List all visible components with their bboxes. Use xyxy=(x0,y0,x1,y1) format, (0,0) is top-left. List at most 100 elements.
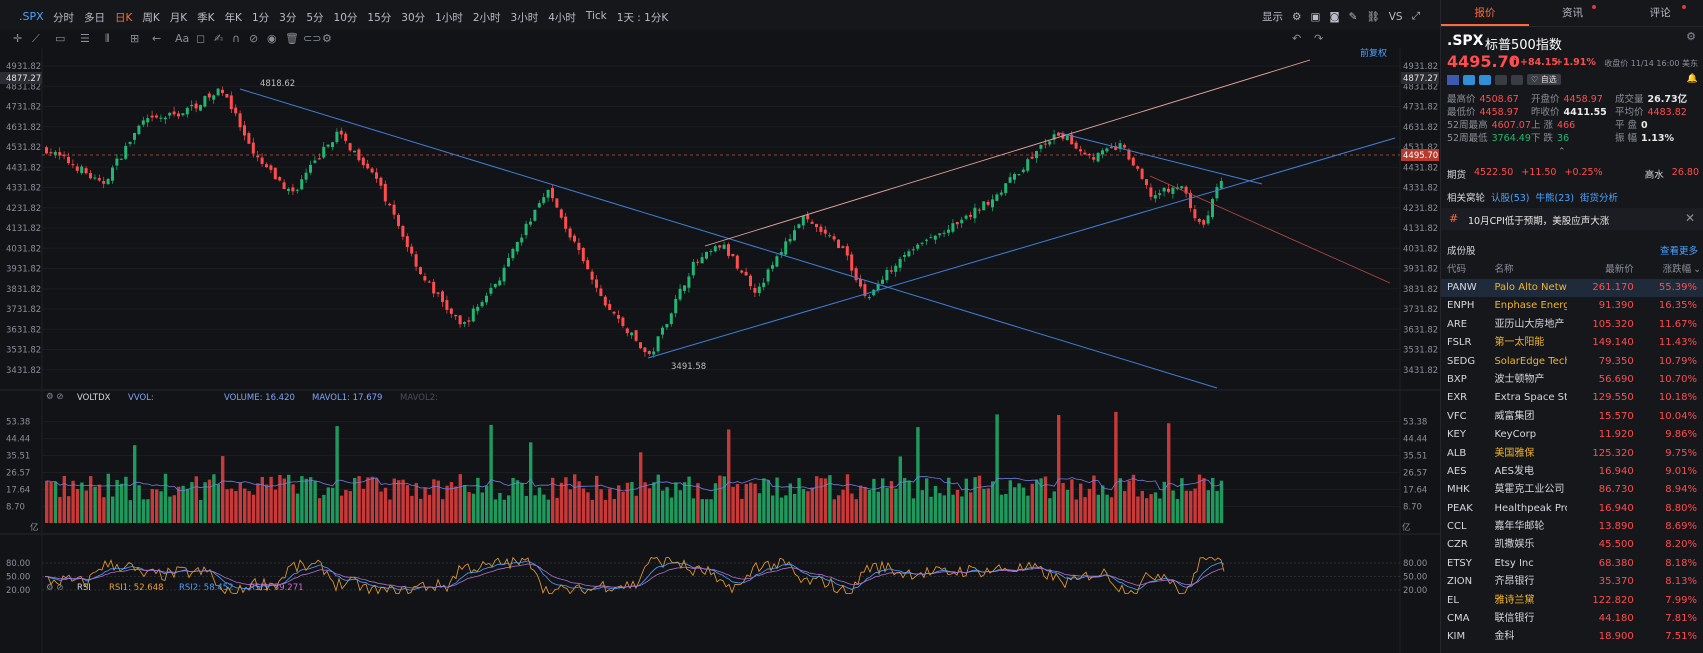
visibility-icon[interactable]: ⊂⊃ xyxy=(303,32,322,45)
display-menu[interactable]: 显示 xyxy=(1262,11,1284,23)
compare-button[interactable]: VS xyxy=(1388,10,1403,23)
period-8[interactable]: 3分 xyxy=(279,12,297,24)
table-row[interactable]: KIM 金科 18.900 7.51% xyxy=(1441,628,1703,646)
table-row[interactable]: EL 雅诗兰黛 122.820 7.99% xyxy=(1441,592,1703,610)
trendline-red[interactable] xyxy=(1149,175,1391,284)
rsi-settings-icon[interactable]: ⚙ ⊘ xyxy=(46,583,63,593)
period-16[interactable]: 4小时 xyxy=(548,12,576,24)
arrow-tool-icon[interactable]: ← xyxy=(152,32,162,45)
lock-icon[interactable]: ⊘ xyxy=(249,32,259,45)
period-2[interactable]: 日K xyxy=(115,12,133,24)
tab-news[interactable]: 资讯 xyxy=(1529,0,1617,26)
period-18[interactable]: 1天 : 1分K xyxy=(616,12,669,24)
period-7[interactable]: 1分 xyxy=(251,12,270,24)
eye-icon[interactable]: ◉ xyxy=(267,32,277,45)
measure-tool-icon[interactable]: ⊞ xyxy=(130,32,140,45)
period-6[interactable]: 年K xyxy=(224,12,242,24)
period-3[interactable]: 周K xyxy=(142,12,160,24)
watchlist-button[interactable]: ♡ 自选 xyxy=(1527,74,1561,85)
layout-icon[interactable]: ▣ xyxy=(1310,10,1321,23)
period-0[interactable]: 分时 xyxy=(53,12,74,24)
doc-badge-icon[interactable] xyxy=(1495,74,1507,85)
header-code[interactable]: 代码 xyxy=(1447,264,1467,275)
table-row[interactable]: VFC 威富集团 15.570 10.04% xyxy=(1441,408,1703,426)
brush-tool-icon[interactable]: ✍ xyxy=(214,32,224,45)
trash-icon[interactable]: 🗑 xyxy=(285,32,299,45)
volume-settings-icon[interactable]: ⚙ ⊘ xyxy=(46,392,63,402)
pen-icon[interactable]: ✎ xyxy=(1348,10,1358,23)
close-icon[interactable]: ✕ xyxy=(1684,211,1695,225)
period-17[interactable]: Tick xyxy=(585,10,607,22)
period-9[interactable]: 5分 xyxy=(306,12,324,24)
table-row[interactable]: CCL 嘉年华邮轮 13.890 8.69% xyxy=(1441,518,1703,536)
table-row[interactable]: BXP 波士顿物产 56.690 10.70% xyxy=(1441,371,1703,389)
panel-settings-icon[interactable]: ⚙ xyxy=(1686,30,1696,43)
magnet-icon[interactable]: ∩ xyxy=(232,32,241,45)
table-row[interactable]: ARE 亚历山大房地产 105.320 11.67% xyxy=(1441,316,1703,334)
volume-indicator-name[interactable]: VOLTDX xyxy=(77,393,111,403)
tool-settings-icon[interactable]: ⚙ xyxy=(322,32,332,45)
redo-icon[interactable]: ↷ xyxy=(1314,32,1324,45)
line-tool-icon[interactable]: ⟋ xyxy=(32,32,40,45)
tab-comments[interactable]: 评论 xyxy=(1616,0,1703,26)
period-15[interactable]: 3小时 xyxy=(510,12,539,24)
fullscreen-icon[interactable]: ⤢ xyxy=(1411,10,1420,22)
header-price[interactable]: 最新价 xyxy=(1605,264,1634,275)
price-adjust-toggle[interactable]: 前复权 xyxy=(1360,48,1387,59)
period-12[interactable]: 30分 xyxy=(401,12,426,24)
period-11[interactable]: 15分 xyxy=(367,12,392,24)
table-row[interactable]: SEDG SolarEdge Tech 79.350 10.79% xyxy=(1441,353,1703,371)
table-row[interactable]: AES AES发电 16.940 9.01% xyxy=(1441,463,1703,481)
undo-icon[interactable]: ↶ xyxy=(1292,32,1302,45)
table-row[interactable]: CZR 凯撒娱乐 45.500 8.20% xyxy=(1441,536,1703,554)
header-change[interactable]: 涨跌幅 xyxy=(1662,264,1692,275)
options-link[interactable]: 街货分析 xyxy=(1580,193,1619,204)
chat-badge-icon[interactable] xyxy=(1479,74,1491,85)
table-row[interactable]: PEAK Healthpeak Pro 16.940 8.80% xyxy=(1441,500,1703,518)
table-row[interactable]: ETSY Etsy Inc 68.380 8.18% xyxy=(1441,555,1703,573)
table-row[interactable]: KEY KeyCorp 11.920 9.86% xyxy=(1441,426,1703,444)
share-badge-icon[interactable] xyxy=(1511,74,1523,85)
table-row[interactable]: EXR Extra Space Sto 129.550 10.18% xyxy=(1441,389,1703,407)
period-5[interactable]: 季K xyxy=(197,12,215,24)
symbol-label[interactable]: .SPX xyxy=(19,10,44,23)
futures-row[interactable]: 期货 4522.50 +11.50 +0.25% 高水 26.80 xyxy=(1447,167,1699,181)
period-10[interactable]: 10分 xyxy=(333,12,358,24)
sort-chevron-icon[interactable]: ⌄ xyxy=(1693,264,1702,275)
table-row[interactable]: ALB 美国雅保 125.320 9.75% xyxy=(1441,445,1703,463)
link-icon[interactable]: ⛓ xyxy=(1366,11,1380,23)
period-4[interactable]: 月K xyxy=(169,12,188,24)
table-row[interactable]: PANW Palo Alto Netw 261.170 55.39% xyxy=(1441,279,1703,298)
table-row[interactable]: ENPH Enphase Energ 91.390 16.35% xyxy=(1441,297,1703,315)
settings-icon[interactable]: ⚙ xyxy=(1292,10,1302,23)
note-tool-icon[interactable]: ◻ xyxy=(196,32,206,45)
app-badge-icon[interactable] xyxy=(1463,74,1475,85)
channel-upper-line[interactable] xyxy=(704,59,1311,247)
period-14[interactable]: 2小时 xyxy=(472,12,501,24)
price-chart[interactable]: 前复权 4931.824831.824731.824631.824531.824… xyxy=(0,48,1440,653)
period-1[interactable]: 多日 xyxy=(84,12,105,24)
period-13[interactable]: 1小时 xyxy=(435,12,463,24)
table-row[interactable]: CMA 联信银行 44.180 7.81% xyxy=(1441,610,1703,628)
crosshair-icon[interactable]: ✛ xyxy=(13,32,23,45)
header-name[interactable]: 名称 xyxy=(1494,264,1514,275)
warrants-link[interactable]: 认股(53) xyxy=(1491,193,1530,204)
table-row[interactable]: ZION 齐昂银行 35.370 8.13% xyxy=(1441,573,1703,591)
trendline-short[interactable] xyxy=(1059,132,1263,185)
alert-icon[interactable]: 🔔 xyxy=(1686,74,1698,84)
text-tool-icon[interactable]: Aa xyxy=(175,32,190,45)
see-more-link[interactable]: 查看更多 xyxy=(1659,246,1698,257)
bull-bear-link[interactable]: 牛熊(23) xyxy=(1535,193,1575,204)
camera-icon[interactable]: ◙ xyxy=(1329,10,1340,23)
tab-quote[interactable]: 报价 xyxy=(1441,0,1529,26)
bars-tool-icon[interactable]: ⫴ xyxy=(105,32,110,45)
stat-cell: 最低价 4458.97 xyxy=(1447,106,1531,119)
table-row[interactable]: MHK 莫霍克工业公司 86.730 8.94% xyxy=(1441,481,1703,499)
table-row[interactable]: FSLR 第一太阳能 149.140 11.43% xyxy=(1441,334,1703,352)
collapse-icon[interactable]: ⌃ xyxy=(1558,147,1566,157)
trendline-up-support[interactable] xyxy=(647,137,1396,359)
rect-tool-icon[interactable]: ▭ xyxy=(55,32,66,45)
fib-tool-icon[interactable]: ☰ xyxy=(80,32,90,45)
rsi-indicator-name[interactable]: RSI xyxy=(77,583,91,593)
news-banner[interactable]: # 10月CPI低于预期，美股应声大涨 ✕ xyxy=(1441,208,1703,230)
